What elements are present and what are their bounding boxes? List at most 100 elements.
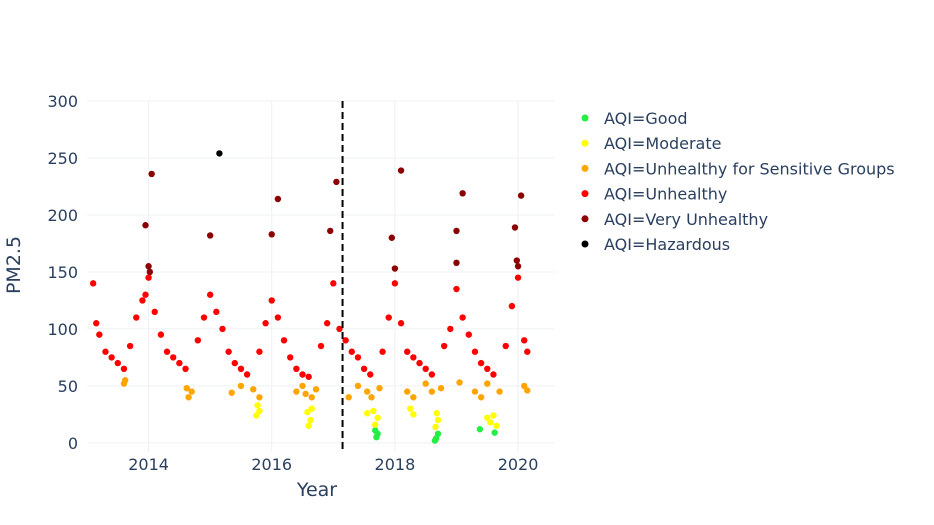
- legend-item[interactable]: AQI=Unhealthy: [581, 185, 728, 204]
- data-point: [354, 354, 362, 361]
- data-point: [256, 394, 263, 401]
- data-point: [268, 297, 275, 304]
- data-point: [146, 268, 154, 276]
- legend-item[interactable]: AQI=Very Unhealthy: [581, 210, 769, 229]
- data-point: [370, 407, 377, 415]
- data-point: [188, 388, 195, 395]
- legend-label: AQI=Very Unhealthy: [604, 210, 768, 229]
- data-point: [142, 222, 149, 229]
- data-point: [490, 371, 497, 378]
- data-point: [299, 382, 306, 390]
- data-point: [422, 380, 429, 387]
- legend-label: AQI=Moderate: [604, 134, 721, 153]
- data-point: [367, 371, 374, 378]
- data-point: [437, 384, 445, 392]
- data-point: [376, 384, 383, 392]
- data-point: [354, 382, 362, 390]
- data-point: [524, 348, 531, 355]
- y-axis-title: PM2.5: [3, 236, 25, 294]
- y-tick-label: 50: [58, 377, 78, 396]
- data-point: [237, 382, 245, 390]
- data-point: [348, 348, 355, 355]
- data-point: [368, 394, 375, 401]
- data-point: [511, 224, 519, 231]
- data-point: [363, 410, 371, 417]
- data-point: [256, 348, 263, 355]
- data-point: [490, 412, 497, 419]
- data-point: [253, 412, 260, 419]
- data-point: [139, 297, 146, 304]
- data-point: [228, 389, 235, 396]
- data-point: [254, 402, 261, 409]
- data-point: [194, 337, 202, 344]
- data-point: [487, 419, 494, 426]
- data-point: [493, 422, 500, 429]
- legend-label: AQI=Unhealthy for Sensitive Groups: [604, 159, 895, 178]
- data-point: [114, 359, 121, 367]
- data-point: [397, 320, 405, 327]
- data-point: [447, 325, 454, 333]
- data-point: [305, 373, 312, 380]
- data-point: [145, 263, 152, 270]
- data-points: [89, 150, 531, 444]
- data-point: [307, 416, 314, 424]
- data-point: [385, 314, 392, 321]
- legend-item[interactable]: AQI=Hazardous: [581, 235, 731, 254]
- data-point: [471, 348, 479, 355]
- x-axis-title: Year: [296, 479, 337, 501]
- data-point: [120, 365, 128, 373]
- data-point: [496, 388, 503, 395]
- data-point: [410, 354, 417, 361]
- data-point: [305, 422, 312, 429]
- data-point: [151, 308, 158, 316]
- data-point: [317, 342, 325, 350]
- data-point: [299, 371, 306, 378]
- data-point: [404, 388, 411, 395]
- legend-marker: [581, 240, 589, 248]
- y-tick-label: 250: [47, 149, 78, 168]
- data-point: [183, 384, 190, 392]
- legend-label: AQI=Good: [604, 109, 688, 128]
- data-point: [363, 388, 371, 395]
- x-tick-label: 2018: [375, 455, 416, 474]
- data-point: [428, 371, 436, 378]
- data-point: [182, 365, 189, 373]
- data-point: [459, 190, 466, 197]
- data-point: [453, 259, 460, 267]
- data-point: [508, 302, 516, 310]
- data-point: [471, 388, 479, 395]
- data-point: [333, 178, 340, 186]
- data-point: [231, 359, 238, 367]
- data-point: [308, 405, 315, 412]
- data-point: [374, 414, 381, 422]
- y-axis-ticks: 0 50 100 150 200 250 300: [47, 92, 78, 453]
- legend[interactable]: AQI=Good AQI=Moderate AQI=Unhealthy for Se…: [581, 109, 895, 254]
- data-point: [287, 354, 294, 361]
- data-point: [157, 331, 165, 338]
- y-tick-label: 100: [47, 320, 78, 339]
- data-point: [502, 342, 509, 350]
- y-tick-label: 0: [68, 434, 78, 453]
- data-point: [342, 337, 349, 344]
- data-point: [410, 411, 417, 418]
- data-point: [521, 382, 528, 390]
- legend-marker: [581, 190, 589, 198]
- data-point: [453, 285, 460, 293]
- data-point: [206, 232, 214, 239]
- y-tick-label: 200: [47, 206, 78, 225]
- data-point: [89, 280, 97, 287]
- data-point: [391, 280, 399, 287]
- data-point: [484, 380, 491, 387]
- data-point: [422, 365, 429, 373]
- data-point: [293, 365, 300, 373]
- legend-item[interactable]: AQI=Unhealthy for Sensitive Groups: [581, 159, 895, 178]
- data-point: [360, 365, 368, 373]
- data-point: [126, 342, 134, 350]
- x-tick-label: 2016: [251, 455, 292, 474]
- data-point: [397, 167, 405, 174]
- legend-item[interactable]: AQI=Good: [581, 109, 688, 128]
- data-point: [433, 410, 440, 417]
- data-point: [145, 274, 152, 281]
- legend-item[interactable]: AQI=Moderate: [581, 134, 722, 153]
